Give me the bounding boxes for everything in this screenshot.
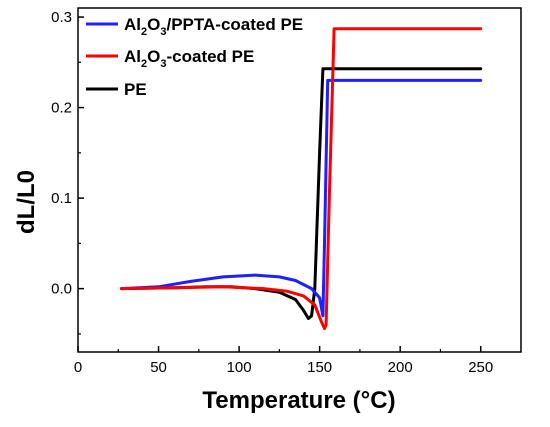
x-tick-label: 0 (74, 359, 82, 376)
series-line-2 (120, 67, 483, 320)
y-tick-label: 0.0 (51, 281, 72, 298)
x-tick-label: 150 (307, 359, 332, 376)
legend: Al2O3/PPTA-coated PE Al2O3-coated PE PE (86, 15, 303, 99)
series-lines (120, 27, 483, 330)
y-tick-label: 0.3 (51, 9, 72, 26)
plot-area-border (77, 7, 522, 353)
series-line-1 (120, 27, 483, 330)
x-tick-label: 100 (227, 359, 252, 376)
x-tick-label: 50 (150, 359, 167, 376)
y-axis-title: dL/L0 (13, 170, 40, 234)
legend-entry-2: PE (124, 80, 147, 99)
y-tick-label: 0.1 (51, 190, 72, 207)
x-tick-label: 200 (388, 359, 413, 376)
legend-entry-0: Al2O3/PPTA-coated PE (124, 15, 303, 38)
y-axis: 0.0 0.1 0.2 0.3 (51, 9, 84, 335)
x-axis-title: Temperature (°C) (202, 387, 395, 414)
y-tick-label: 0.2 (51, 100, 72, 117)
legend-entry-1: Al2O3-coated PE (124, 47, 254, 70)
plot-frame (77, 7, 522, 353)
x-axis: 0 50 100 150 200 250 (74, 346, 493, 376)
series-line-0 (120, 78, 483, 318)
x-tick-label: 250 (468, 359, 493, 376)
